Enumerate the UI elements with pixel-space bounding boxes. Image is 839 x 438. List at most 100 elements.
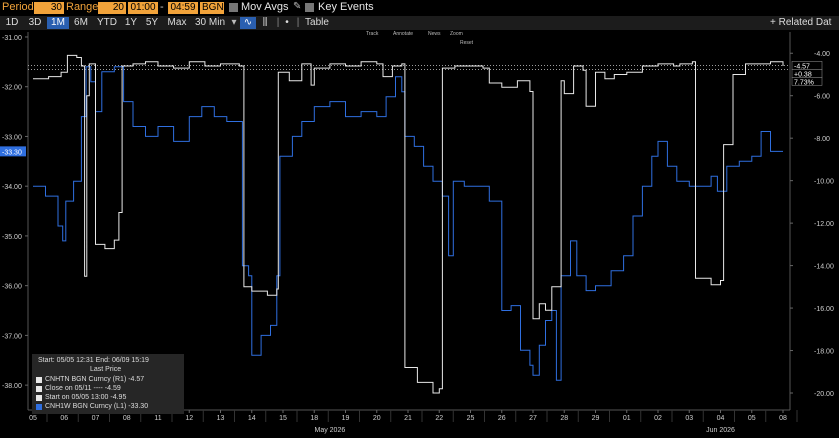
range-tab-5y[interactable]: 5Y bbox=[145, 17, 159, 28]
period-label: Period bbox=[2, 1, 34, 13]
x-month-label: Jun 2026 bbox=[706, 427, 735, 434]
x-tick-label: 11 bbox=[154, 415, 161, 422]
left-tick-label: -37.00 bbox=[2, 333, 22, 340]
zoom-tool[interactable]: Zoom bbox=[450, 31, 463, 37]
x-axis: 05 06 07 08 11 12 13 14 15 18 19 20 21 22 25 26 27 28 29 01… bbox=[29, 410, 798, 434]
source-input[interactable]: BGN bbox=[200, 2, 224, 14]
x-tick-label: 22 bbox=[435, 415, 443, 422]
x-tick-label: 05 bbox=[748, 415, 756, 422]
legend-swatch bbox=[36, 386, 42, 392]
right-tick-label: -10.00 bbox=[814, 179, 834, 186]
x-tick-label: 04 bbox=[717, 415, 725, 422]
legend-entry: CNHTN BGN Curncy (R1) -4.57 bbox=[45, 376, 145, 383]
x-tick-label: 19 bbox=[342, 415, 350, 422]
chart-tools: Track Annotate News Zoom Reset bbox=[366, 31, 474, 46]
x-tick-label: 03 bbox=[685, 415, 693, 422]
x-tick-label: 21 bbox=[404, 415, 412, 422]
key-events-checkbox[interactable] bbox=[305, 3, 314, 12]
series-line-cnhtn bbox=[33, 54, 784, 394]
range-tab-1y[interactable]: 1Y bbox=[124, 17, 138, 28]
left-tick-label: -34.00 bbox=[2, 184, 22, 191]
right-current-value-tag bbox=[791, 77, 823, 86]
x-tick-label: 15 bbox=[279, 415, 287, 422]
right-tick-label: -14.00 bbox=[814, 264, 834, 271]
top-toolbar: Period 30 Range 20 01:00 - 04:59 BGN Mov… bbox=[0, 0, 839, 16]
mov-avgs-label[interactable]: Mov Avgs bbox=[241, 1, 289, 13]
mov-avgs-checkbox[interactable] bbox=[229, 3, 238, 12]
right-tick-label: -6.00 bbox=[814, 94, 830, 101]
x-tick-label: 27 bbox=[529, 415, 537, 422]
divider: | bbox=[296, 17, 300, 28]
right-current-value-label: -4.57 bbox=[794, 63, 810, 70]
x-tick-label: 14 bbox=[248, 415, 256, 422]
x-tick-label: 26 bbox=[498, 415, 506, 422]
track-tool[interactable]: Track bbox=[366, 31, 379, 37]
candlestick-icon[interactable]: ⫼ bbox=[262, 17, 268, 28]
line-chart-icon[interactable]: ∿ bbox=[240, 17, 256, 29]
x-tick-label: 28 bbox=[560, 415, 568, 422]
right-current-value-label: 7.73% bbox=[794, 79, 814, 86]
right-tick-label: -8.00 bbox=[814, 136, 830, 143]
x-tick-label: 07 bbox=[92, 415, 100, 422]
x-tick-label: 12 bbox=[185, 415, 193, 422]
period-input[interactable]: 30 bbox=[34, 2, 64, 14]
chevron-down-icon[interactable]: ▾ bbox=[231, 17, 237, 28]
x-tick-label: 01 bbox=[623, 415, 631, 422]
legend-header: Last Price bbox=[90, 366, 122, 373]
range-tab-6m[interactable]: 6M bbox=[74, 17, 88, 28]
annotate-tool[interactable]: Annotate bbox=[393, 31, 413, 37]
range-input[interactable]: 20 bbox=[98, 2, 126, 14]
right-tick-label: -16.00 bbox=[814, 306, 834, 313]
pencil-icon[interactable]: ✎ bbox=[293, 1, 302, 12]
x-tick-label: 18 bbox=[310, 415, 318, 422]
x-tick-label: 08 bbox=[779, 415, 787, 422]
right-tick-label: -18.00 bbox=[814, 349, 834, 356]
x-tick-label: 20 bbox=[373, 415, 381, 422]
series-layer bbox=[33, 54, 784, 394]
right-tick-label: -20.00 bbox=[814, 391, 834, 398]
range-tab-1m[interactable]: 1M bbox=[47, 17, 69, 29]
legend-range: Start: 05/05 12:31 End: 06/09 15:19 bbox=[38, 357, 149, 364]
left-tick-label: -38.00 bbox=[2, 383, 22, 390]
more-options-icon[interactable]: • bbox=[285, 17, 289, 28]
legend: Start: 05/05 12:31 End: 06/09 15:19 Last… bbox=[32, 354, 184, 414]
x-tick-label: 02 bbox=[654, 415, 662, 422]
time-start-input[interactable]: 01:00 bbox=[128, 2, 158, 14]
x-month-label: May 2026 bbox=[315, 427, 346, 434]
range-toolbar: 1D 3D 1M 6M YTD 1Y 5Y Max 30 Min ▾ ∿ ⫼ |… bbox=[0, 16, 839, 30]
legend-entry: CNH1W BGN Curncy (L1) -33.30 bbox=[45, 403, 149, 410]
legend-swatch bbox=[36, 395, 42, 401]
range-tab-1d[interactable]: 1D bbox=[5, 17, 19, 28]
legend-swatch bbox=[36, 377, 42, 383]
left-current-value-tag bbox=[0, 146, 26, 157]
x-tick-label: 29 bbox=[592, 415, 600, 422]
left-tick-label: -36.00 bbox=[2, 284, 22, 291]
left-axis: -31.00 -32.00 -33.00 -34.00 -35.00 -36.00 -37.… bbox=[0, 35, 28, 390]
legend-swatch bbox=[36, 404, 42, 410]
range-tab-max[interactable]: Max bbox=[167, 17, 187, 28]
table-button[interactable]: Table bbox=[305, 17, 329, 28]
legend-entry: Close on 05/11 ---- -4.59 bbox=[45, 385, 121, 392]
time-end-input[interactable]: 04:59 bbox=[168, 2, 198, 14]
related-data-button[interactable]: + Related Dat bbox=[770, 17, 832, 28]
legend-entry: Start on 05/05 13:00 -4.95 bbox=[45, 394, 127, 401]
range-tab-3d[interactable]: 3D bbox=[28, 17, 42, 28]
right-current-value-label: +0.38 bbox=[794, 71, 812, 78]
x-tick-label: 08 bbox=[123, 415, 131, 422]
range-label: Range bbox=[66, 1, 99, 13]
left-tick-label: -31.00 bbox=[2, 35, 22, 42]
range-tab-ytd[interactable]: YTD bbox=[97, 17, 117, 28]
right-tick-label: -12.00 bbox=[814, 221, 834, 228]
divider: | bbox=[276, 17, 280, 28]
x-tick-label: 06 bbox=[60, 415, 68, 422]
series-line-cnh1w bbox=[33, 66, 783, 381]
reset-tool[interactable]: Reset bbox=[460, 40, 474, 46]
interval-select[interactable]: 30 Min bbox=[194, 17, 225, 28]
left-tick-label: -33.00 bbox=[2, 134, 22, 141]
key-events-label[interactable]: Key Events bbox=[318, 1, 374, 13]
x-tick-label: 25 bbox=[467, 415, 475, 422]
left-tick-label: -32.00 bbox=[2, 85, 22, 92]
news-tool[interactable]: News bbox=[428, 31, 441, 37]
right-tick-label: -4.00 bbox=[814, 51, 830, 58]
x-tick-label: 05 bbox=[29, 415, 37, 422]
